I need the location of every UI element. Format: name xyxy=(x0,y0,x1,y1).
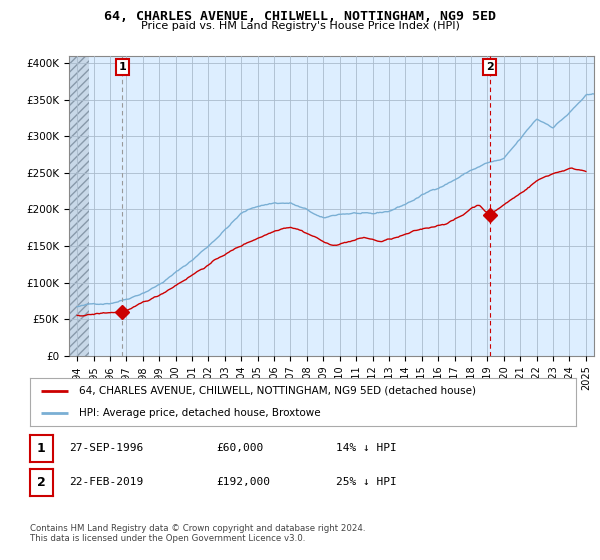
Text: Price paid vs. HM Land Registry's House Price Index (HPI): Price paid vs. HM Land Registry's House … xyxy=(140,21,460,31)
Text: £60,000: £60,000 xyxy=(216,443,263,453)
Text: Contains HM Land Registry data © Crown copyright and database right 2024.
This d: Contains HM Land Registry data © Crown c… xyxy=(30,524,365,543)
Text: 2: 2 xyxy=(486,62,494,72)
Text: 25% ↓ HPI: 25% ↓ HPI xyxy=(336,477,397,487)
Text: 64, CHARLES AVENUE, CHILWELL, NOTTINGHAM, NG9 5ED (detached house): 64, CHARLES AVENUE, CHILWELL, NOTTINGHAM… xyxy=(79,386,476,396)
Text: 2: 2 xyxy=(37,475,46,489)
Text: 1: 1 xyxy=(37,442,46,455)
Text: 1: 1 xyxy=(118,62,126,72)
Text: 22-FEB-2019: 22-FEB-2019 xyxy=(69,477,143,487)
Text: 14% ↓ HPI: 14% ↓ HPI xyxy=(336,443,397,453)
Text: 64, CHARLES AVENUE, CHILWELL, NOTTINGHAM, NG9 5ED: 64, CHARLES AVENUE, CHILWELL, NOTTINGHAM… xyxy=(104,10,496,22)
Text: HPI: Average price, detached house, Broxtowe: HPI: Average price, detached house, Brox… xyxy=(79,408,321,418)
Text: 27-SEP-1996: 27-SEP-1996 xyxy=(69,443,143,453)
Text: £192,000: £192,000 xyxy=(216,477,270,487)
Bar xyxy=(69,56,89,356)
